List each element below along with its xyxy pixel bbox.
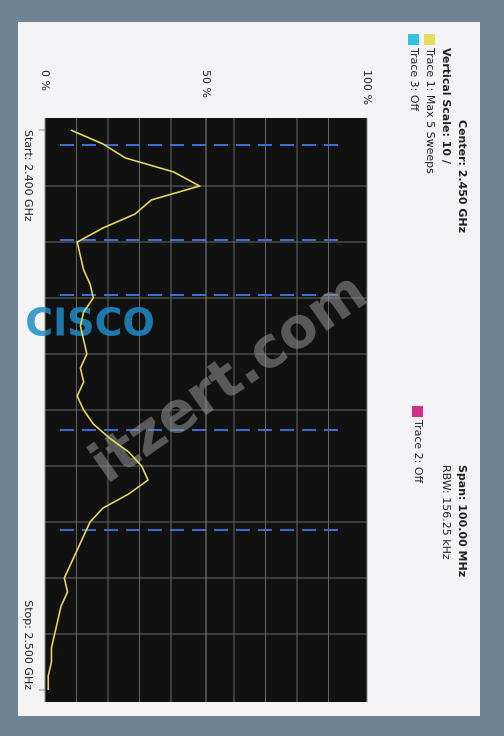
y-tick-label: 0 % [39,70,52,91]
center-label: Center: 2.450 GHz [456,120,469,233]
vertical-scale: Vertical Scale: 10 / [440,48,453,165]
legend-swatch [408,34,419,45]
y-tick-label: 50 % [200,70,213,98]
legend-label: Trace 3: Off [408,47,421,112]
trace-line [47,129,202,690]
logo: CISCO [25,301,155,345]
legend-label: Trace 1: Max 5 Sweeps [424,47,437,174]
x-tick-label: Start: 2.400 GHz [22,130,35,222]
legend-swatch [424,34,435,45]
span-label: Span: 100.00 MHz [456,465,469,577]
x-tick-label: Stop: 2.500 GHz [22,600,35,690]
legend-swatch [412,406,423,417]
channel-markers [60,144,345,531]
legend-label: Trace 2: Off [412,419,425,484]
rbw-label: RBW: 156.25 kHz [440,465,453,560]
y-tick-label: 100 % [361,70,374,105]
